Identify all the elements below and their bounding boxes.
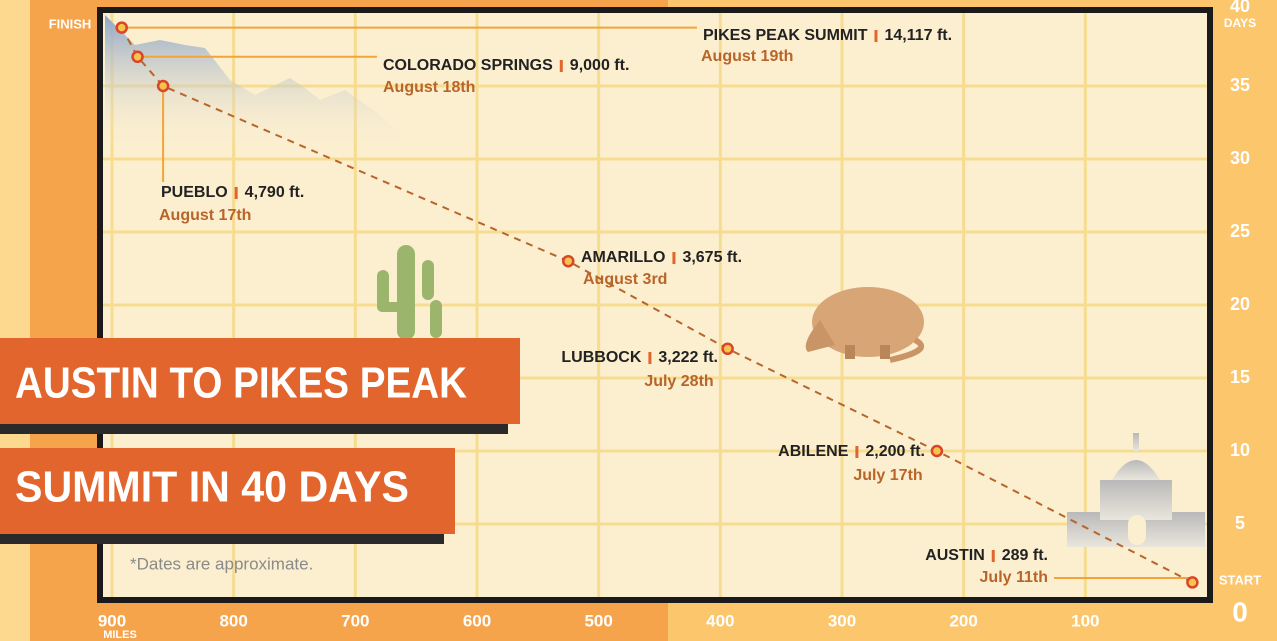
stop-elevation: 289 ft. xyxy=(1002,547,1048,564)
note: *Dates are approximate. xyxy=(130,554,313,573)
y-tick-label: 15 xyxy=(1230,367,1250,387)
stop-elevation: 3,222 ft. xyxy=(658,349,718,366)
separator xyxy=(235,187,238,199)
page: {"chart_data": { "type": "line", "title"… xyxy=(0,0,1277,641)
stop-name: PIKES PEAK SUMMIT xyxy=(703,27,868,44)
stop-point xyxy=(1187,577,1197,587)
stop-date: August 17th xyxy=(159,207,251,224)
armadillo-leg xyxy=(880,345,890,359)
separator xyxy=(672,252,675,264)
armadillo-leg xyxy=(845,345,855,359)
x-tick-label: 800 xyxy=(219,611,247,630)
y-tick-label: 20 xyxy=(1230,294,1250,314)
start-label: START xyxy=(1219,572,1261,587)
stop-date: August 19th xyxy=(701,48,793,65)
chart-title: SUMMIT IN 40 DAYS xyxy=(15,463,409,512)
finish-label: FINISH xyxy=(49,16,92,31)
separator xyxy=(874,30,877,42)
stop-elevation: 2,200 ft. xyxy=(865,443,925,460)
y-tick-label: 40 xyxy=(1230,0,1250,16)
stop-point xyxy=(932,446,942,456)
x-tick-label: 100 xyxy=(1071,611,1099,630)
capitol-mid xyxy=(1100,480,1172,520)
stop-name: LUBBOCK xyxy=(561,349,641,366)
left-stripe xyxy=(0,0,30,641)
separator xyxy=(992,550,995,562)
cactus-arm xyxy=(422,260,434,300)
stop-name: PUEBLO xyxy=(161,184,228,201)
stop-label: AMARILLO 3,675 ft. xyxy=(581,249,742,266)
stop-point xyxy=(133,52,143,62)
stop-date: August 18th xyxy=(383,79,475,96)
chart-title: AUSTIN TO PIKES PEAK xyxy=(15,359,467,408)
stop-elevation: 9,000 ft. xyxy=(570,57,630,74)
stop-point xyxy=(563,256,573,266)
x-tick-label: 900 xyxy=(98,611,126,630)
separator xyxy=(560,60,563,72)
stop-elevation: 4,790 ft. xyxy=(245,184,305,201)
stop-name: ABILENE xyxy=(778,443,849,460)
y-tick-label: 25 xyxy=(1230,221,1250,241)
stop-label: LUBBOCK 3,222 ft. xyxy=(561,349,718,366)
x-tick-label: 300 xyxy=(828,611,856,630)
stop-point xyxy=(117,23,127,33)
stop-date: August 3rd xyxy=(583,271,667,288)
y-tick-label: 0 xyxy=(1232,596,1248,627)
stop-elevation: 14,117 ft. xyxy=(884,27,952,44)
stop-point xyxy=(158,81,168,91)
y-tick-label: 35 xyxy=(1230,75,1250,95)
stop-label: PIKES PEAK SUMMIT 14,117 ft. xyxy=(703,27,952,44)
y-tick-label: 5 xyxy=(1235,513,1245,533)
separator xyxy=(855,446,858,458)
capitol-spire xyxy=(1133,433,1139,451)
y-tick-label: 10 xyxy=(1230,440,1250,460)
stop-point xyxy=(723,344,733,354)
x-tick-label: 200 xyxy=(949,611,977,630)
x-tick-label: 600 xyxy=(463,611,491,630)
stop-elevation: 3,675 ft. xyxy=(682,249,742,266)
x-tick-label: 400 xyxy=(706,611,734,630)
y-axis-label: DAYS xyxy=(1224,16,1256,30)
stop-name: AUSTIN xyxy=(925,547,985,564)
capitol-door xyxy=(1128,515,1146,545)
chart: AUSTIN 289 ft. July 11th ABILENE 2,200 ft. Ju… xyxy=(0,0,1277,641)
stop-date: July 11th xyxy=(980,569,1048,586)
y-tick-label: 30 xyxy=(1230,148,1250,168)
cactus-trunk xyxy=(397,245,415,340)
stop-label: COLORADO SPRINGS 9,000 ft. xyxy=(383,57,629,74)
cactus-small xyxy=(430,300,442,338)
x-axis-label: MILES xyxy=(103,629,137,641)
cactus-arm xyxy=(377,302,405,312)
x-tick-label: 700 xyxy=(341,611,369,630)
stop-date: July 17th xyxy=(853,467,922,484)
x-tick-label: 500 xyxy=(584,611,612,630)
stop-name: AMARILLO xyxy=(581,249,665,266)
stop-name: COLORADO SPRINGS xyxy=(383,57,553,74)
separator xyxy=(648,352,651,364)
stop-date: July 28th xyxy=(644,373,713,390)
